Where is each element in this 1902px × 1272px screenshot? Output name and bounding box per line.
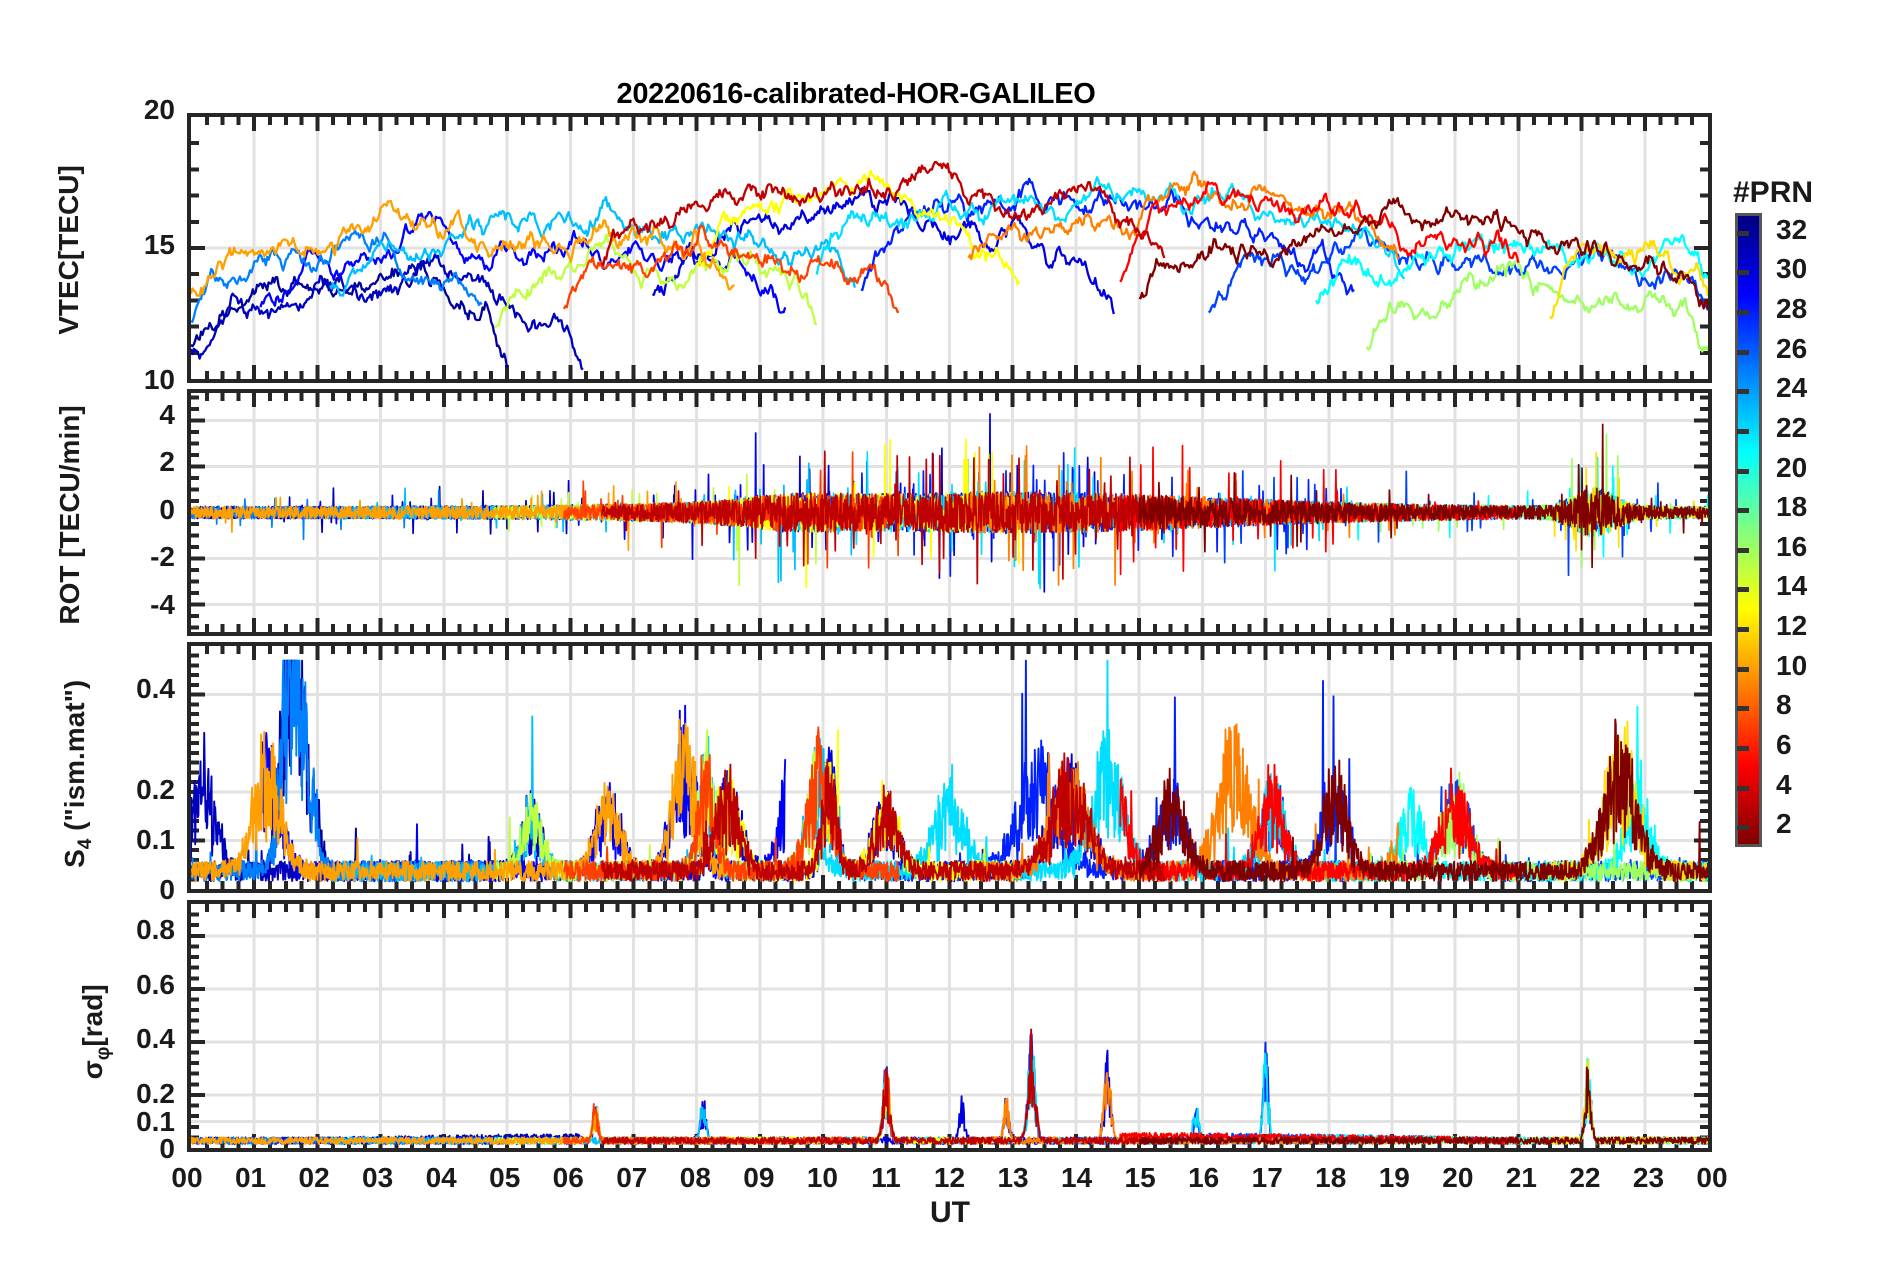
colorbar-title: #PRN bbox=[1733, 176, 1814, 209]
xtick-23: 23 bbox=[1632, 1162, 1665, 1193]
panel-sigmaphi bbox=[187, 900, 1712, 1152]
panel-s4 bbox=[187, 642, 1712, 893]
colorbar-tick-mark-4 bbox=[1737, 785, 1750, 791]
xtick-18: 18 bbox=[1315, 1162, 1347, 1193]
colorbar-tick-mark-2 bbox=[1737, 825, 1750, 831]
colorbar-tick-mark-12 bbox=[1737, 627, 1750, 633]
colorbar bbox=[1735, 213, 1762, 847]
ytick-p2-0: 0 bbox=[159, 493, 175, 525]
ytick-p4-0.6: 0.6 bbox=[136, 968, 175, 1000]
xtick-8: 08 bbox=[679, 1162, 711, 1193]
xtick-19: 19 bbox=[1378, 1162, 1410, 1193]
xtick-6: 06 bbox=[552, 1162, 584, 1193]
colorbar-tick-28: 28 bbox=[1776, 293, 1808, 325]
colorbar-tick-mark-16 bbox=[1737, 547, 1750, 553]
colorbar-tick-2: 2 bbox=[1776, 808, 1792, 840]
xtick-10: 10 bbox=[806, 1162, 838, 1193]
ytick-p3-0.4: 0.4 bbox=[136, 673, 175, 705]
ytick-p1-20: 20 bbox=[143, 94, 175, 125]
ytick-p2-4: 4 bbox=[159, 398, 175, 430]
colorbar-tick-mark-14 bbox=[1737, 587, 1750, 593]
xtick-24: 00 bbox=[1696, 1162, 1728, 1193]
xtick-7: 07 bbox=[616, 1162, 648, 1193]
ytick-p2--2: -2 bbox=[150, 541, 175, 572]
xtick-4: 04 bbox=[425, 1162, 457, 1193]
colorbar-tick-16: 16 bbox=[1776, 530, 1808, 562]
xtick-5: 05 bbox=[489, 1162, 521, 1193]
colorbar-tick-mark-8 bbox=[1737, 706, 1750, 712]
colorbar-tick-18: 18 bbox=[1776, 491, 1808, 523]
xtick-1: 01 bbox=[234, 1162, 267, 1193]
ytick-p3-0.2: 0.2 bbox=[136, 773, 175, 805]
ytick-p4-0.8: 0.8 bbox=[136, 913, 175, 945]
ytick-p1-10: 10 bbox=[143, 364, 175, 395]
colorbar-tick-32: 32 bbox=[1776, 213, 1808, 245]
xtick-14: 14 bbox=[1061, 1162, 1093, 1193]
ytick-p4-0.1: 0.1 bbox=[136, 1105, 175, 1137]
figure-title: 20220616-calibrated-HOR-GALILEO bbox=[616, 78, 1096, 110]
colorbar-tick-6: 6 bbox=[1776, 728, 1792, 760]
colorbar-tick-20: 20 bbox=[1776, 451, 1808, 483]
ytick-p1-15: 15 bbox=[143, 229, 175, 260]
panel-vtec bbox=[187, 113, 1712, 383]
xtick-2: 02 bbox=[298, 1162, 330, 1193]
xtick-3: 03 bbox=[362, 1162, 394, 1193]
ytick-p3-0: 0 bbox=[159, 874, 175, 905]
colorbar-tick-8: 8 bbox=[1776, 689, 1792, 721]
colorbar-tick-12: 12 bbox=[1776, 610, 1808, 642]
xtick-17: 17 bbox=[1251, 1162, 1283, 1193]
colorbar-tick-mark-28 bbox=[1737, 310, 1750, 316]
xtick-22: 22 bbox=[1569, 1162, 1601, 1193]
xtick-9: 09 bbox=[743, 1162, 775, 1193]
colorbar-tick-26: 26 bbox=[1776, 332, 1808, 364]
colorbar-tick-24: 24 bbox=[1776, 372, 1808, 404]
xtick-15: 15 bbox=[1124, 1162, 1156, 1193]
ytick-p2--4: -4 bbox=[150, 588, 175, 620]
colorbar-tick-mark-26 bbox=[1737, 349, 1750, 355]
xtick-0: 00 bbox=[171, 1162, 203, 1193]
colorbar-tick-10: 10 bbox=[1776, 649, 1808, 681]
ytick-p4-0: 0 bbox=[159, 1133, 175, 1164]
xtick-11: 11 bbox=[871, 1162, 901, 1193]
colorbar-tick-mark-6 bbox=[1737, 745, 1750, 751]
ytick-p2-2: 2 bbox=[159, 446, 175, 477]
colorbar-tick-mark-20 bbox=[1737, 468, 1750, 474]
colorbar-tick-mark-24 bbox=[1737, 389, 1750, 395]
ytick-p3-0.1: 0.1 bbox=[136, 823, 175, 855]
colorbar-tick-4: 4 bbox=[1776, 768, 1792, 800]
xtick-12: 12 bbox=[933, 1162, 966, 1193]
colorbar-tick-30: 30 bbox=[1776, 253, 1808, 285]
colorbar-tick-mark-18 bbox=[1737, 508, 1750, 514]
xtick-21: 21 bbox=[1505, 1162, 1537, 1193]
colorbar-tick-mark-10 bbox=[1737, 666, 1750, 672]
xtick-16: 16 bbox=[1188, 1162, 1220, 1193]
xtick-20: 20 bbox=[1442, 1162, 1474, 1193]
ytick-p4-0.4: 0.4 bbox=[136, 1023, 175, 1055]
colorbar-tick-mark-32 bbox=[1737, 230, 1750, 236]
x-axis-label: UT bbox=[930, 1196, 970, 1229]
colorbar-tick-mark-30 bbox=[1737, 270, 1750, 276]
xtick-13: 13 bbox=[997, 1162, 1029, 1193]
colorbar-tick-mark-22 bbox=[1737, 428, 1750, 434]
colorbar-tick-22: 22 bbox=[1776, 411, 1808, 443]
panel-rot bbox=[187, 389, 1712, 636]
ytick-p4-0.2: 0.2 bbox=[136, 1078, 175, 1110]
colorbar-tick-14: 14 bbox=[1776, 570, 1808, 602]
